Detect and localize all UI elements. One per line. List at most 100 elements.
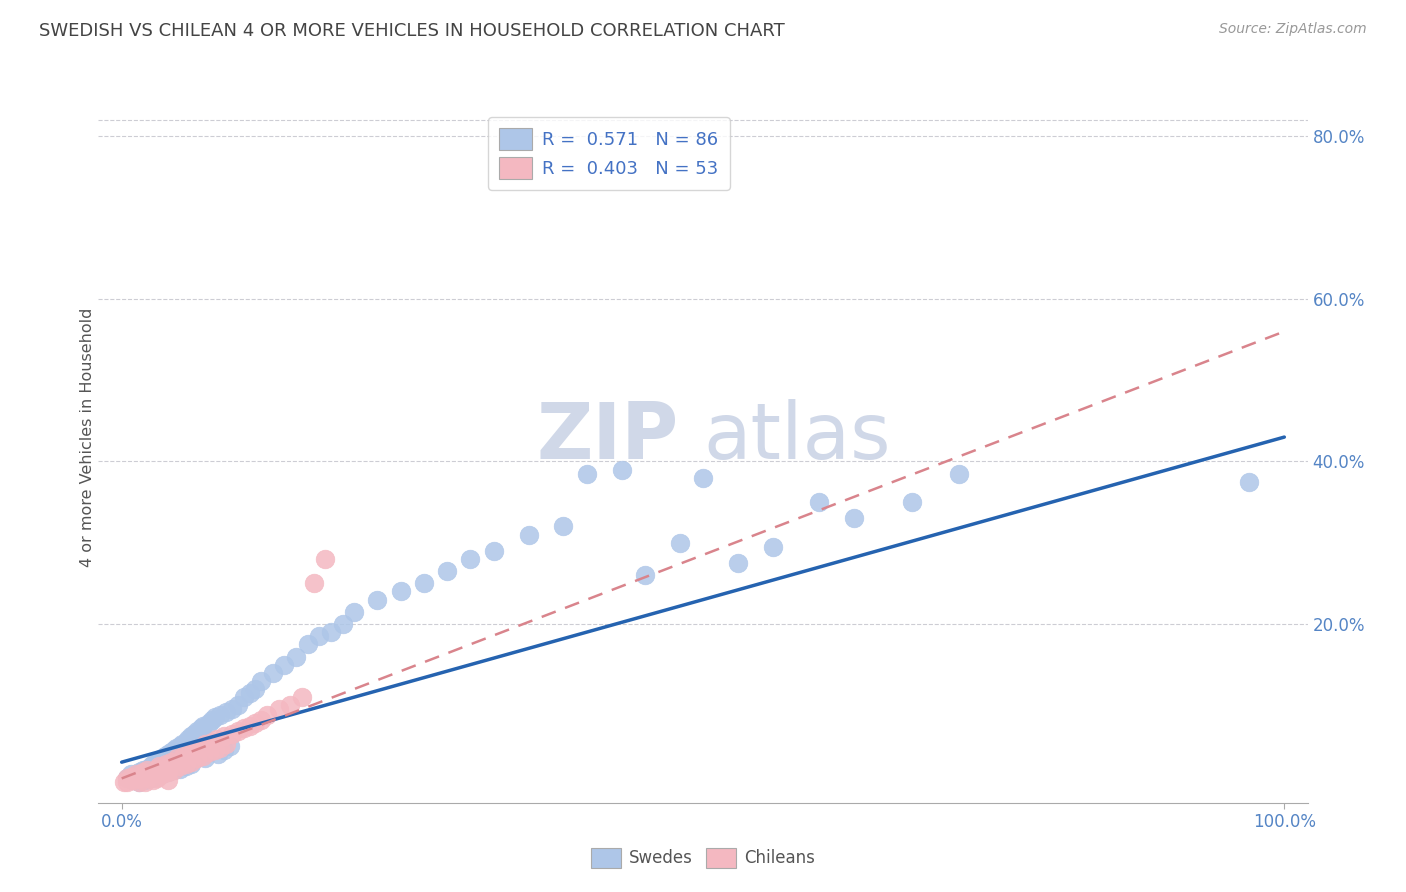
Point xyxy=(180,756,202,771)
Point xyxy=(131,764,153,779)
Point xyxy=(145,762,167,776)
Point xyxy=(142,772,165,787)
Point xyxy=(180,755,202,769)
Point xyxy=(314,552,336,566)
Point xyxy=(159,755,181,769)
Point xyxy=(194,751,217,765)
Point xyxy=(190,740,212,755)
Point xyxy=(139,759,162,773)
Point xyxy=(122,772,145,787)
Point xyxy=(172,754,194,768)
Point xyxy=(482,544,505,558)
Point xyxy=(169,762,191,776)
Point xyxy=(163,764,186,778)
Point xyxy=(610,462,633,476)
Point xyxy=(413,576,436,591)
Point xyxy=(308,629,330,643)
Point xyxy=(183,743,205,757)
Point xyxy=(517,527,540,541)
Point xyxy=(634,568,657,582)
Point xyxy=(157,772,180,787)
Point xyxy=(245,681,267,696)
Point xyxy=(148,754,170,768)
Point xyxy=(128,775,150,789)
Point xyxy=(575,467,598,481)
Point xyxy=(250,673,273,688)
Point xyxy=(205,732,228,747)
Point xyxy=(844,511,866,525)
Point xyxy=(209,740,232,755)
Point xyxy=(207,747,229,761)
Point xyxy=(319,625,342,640)
Point xyxy=(117,772,139,786)
Point xyxy=(267,702,290,716)
Point xyxy=(212,729,235,743)
Point xyxy=(128,772,150,786)
Point xyxy=(201,713,224,727)
Point xyxy=(191,748,214,763)
Point xyxy=(143,764,166,779)
Point xyxy=(165,740,187,755)
Point xyxy=(332,617,354,632)
Point xyxy=(145,755,167,769)
Text: atlas: atlas xyxy=(703,399,890,475)
Point xyxy=(948,467,970,481)
Point xyxy=(174,759,197,773)
Point xyxy=(221,727,243,741)
Point xyxy=(808,495,831,509)
Point xyxy=(668,535,690,549)
Point xyxy=(163,743,186,757)
Point xyxy=(179,747,201,761)
Point xyxy=(157,764,180,779)
Text: ZIP: ZIP xyxy=(537,399,679,475)
Point xyxy=(273,657,295,672)
Text: Source: ZipAtlas.com: Source: ZipAtlas.com xyxy=(1219,22,1367,37)
Legend: Swedes, Chileans: Swedes, Chileans xyxy=(583,841,823,875)
Point xyxy=(124,767,146,781)
Point xyxy=(218,739,240,753)
Point xyxy=(117,772,139,786)
Point xyxy=(226,724,249,739)
Point xyxy=(262,665,284,680)
Point xyxy=(762,540,785,554)
Point xyxy=(212,743,235,757)
Point xyxy=(142,756,165,771)
Point xyxy=(166,755,188,769)
Point xyxy=(177,732,200,747)
Point xyxy=(239,686,262,700)
Point xyxy=(174,756,197,771)
Point xyxy=(190,721,212,735)
Point xyxy=(245,716,267,731)
Point xyxy=(163,764,186,778)
Point xyxy=(128,775,150,789)
Point xyxy=(221,702,243,716)
Point xyxy=(183,727,205,741)
Point xyxy=(204,710,226,724)
Point xyxy=(460,552,482,566)
Point xyxy=(366,592,388,607)
Y-axis label: 4 or more Vehicles in Household: 4 or more Vehicles in Household xyxy=(80,308,94,566)
Point xyxy=(250,713,273,727)
Point xyxy=(169,739,191,753)
Point xyxy=(1239,475,1261,489)
Point xyxy=(145,770,167,784)
Point xyxy=(198,746,221,760)
Point xyxy=(149,762,172,776)
Point xyxy=(139,772,162,786)
Point xyxy=(145,772,167,786)
Point xyxy=(256,708,278,723)
Point xyxy=(239,718,262,732)
Point xyxy=(215,737,238,751)
Point xyxy=(291,690,314,705)
Point xyxy=(157,747,180,761)
Point xyxy=(186,751,208,765)
Point xyxy=(117,775,139,789)
Point xyxy=(172,748,194,763)
Point xyxy=(134,770,156,784)
Point xyxy=(131,764,153,778)
Point xyxy=(553,519,575,533)
Legend: R =  0.571   N = 86, R =  0.403   N = 53: R = 0.571 N = 86, R = 0.403 N = 53 xyxy=(488,117,730,190)
Point xyxy=(436,564,458,578)
Point xyxy=(901,495,924,509)
Point xyxy=(159,746,181,760)
